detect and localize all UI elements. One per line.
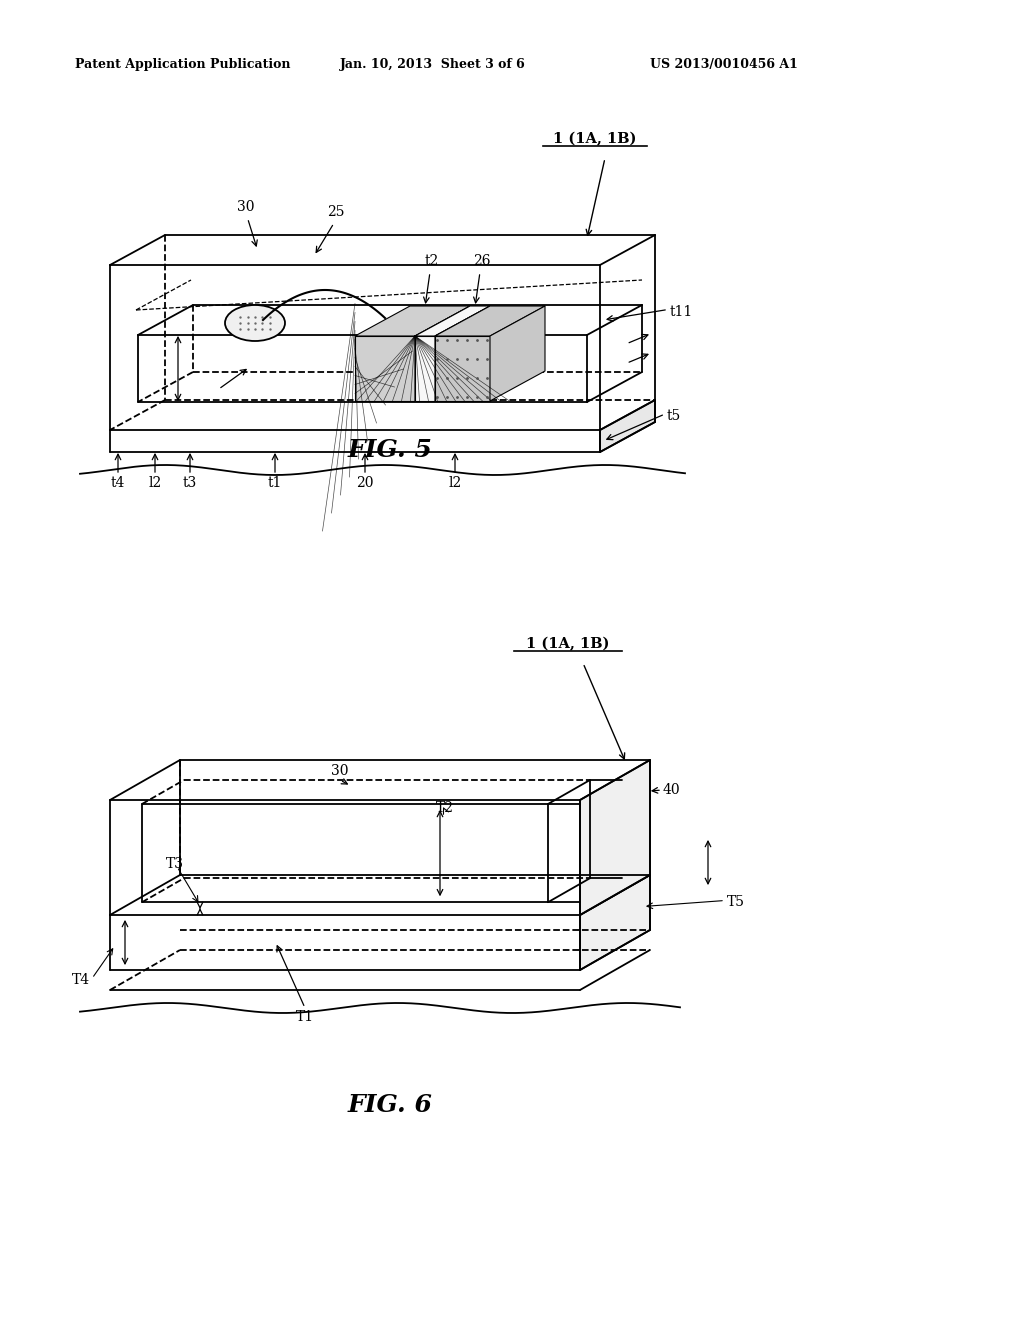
Polygon shape — [580, 875, 650, 970]
Text: l2: l2 — [148, 477, 162, 490]
Text: 30: 30 — [331, 764, 349, 777]
Text: t2: t2 — [425, 253, 439, 268]
Text: US 2013/0010456 A1: US 2013/0010456 A1 — [650, 58, 798, 71]
Polygon shape — [415, 306, 470, 401]
Polygon shape — [355, 337, 415, 401]
Text: 1 (1A, 1B): 1 (1A, 1B) — [526, 636, 609, 651]
Text: t1: t1 — [268, 477, 283, 490]
Polygon shape — [580, 760, 650, 915]
Polygon shape — [435, 306, 545, 337]
Polygon shape — [355, 306, 470, 337]
Text: T1: T1 — [296, 1010, 314, 1024]
Polygon shape — [600, 400, 655, 451]
Polygon shape — [415, 306, 490, 337]
Text: T3: T3 — [166, 857, 184, 871]
Text: 30: 30 — [237, 201, 254, 214]
Polygon shape — [490, 306, 545, 401]
Text: t3: t3 — [183, 477, 198, 490]
Text: T4: T4 — [72, 974, 90, 987]
Text: l2: l2 — [449, 477, 462, 490]
Polygon shape — [415, 337, 435, 401]
Text: FIG. 6: FIG. 6 — [347, 1093, 432, 1117]
Text: t5: t5 — [667, 409, 681, 422]
Text: 25: 25 — [328, 205, 345, 219]
Text: Jan. 10, 2013  Sheet 3 of 6: Jan. 10, 2013 Sheet 3 of 6 — [340, 58, 525, 71]
Text: FIG. 5: FIG. 5 — [347, 438, 432, 462]
Text: T2: T2 — [436, 801, 454, 814]
Text: 40: 40 — [663, 783, 681, 797]
Text: Patent Application Publication: Patent Application Publication — [75, 58, 291, 71]
Text: 1 (1A, 1B): 1 (1A, 1B) — [553, 132, 637, 147]
Text: T5: T5 — [727, 895, 745, 909]
Polygon shape — [435, 306, 490, 401]
Text: 26: 26 — [473, 253, 490, 268]
Polygon shape — [435, 337, 490, 401]
Text: t11: t11 — [670, 305, 693, 319]
Text: 20: 20 — [356, 477, 374, 490]
Text: t4: t4 — [111, 477, 125, 490]
Ellipse shape — [225, 305, 285, 341]
